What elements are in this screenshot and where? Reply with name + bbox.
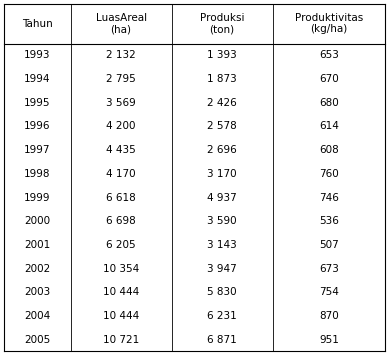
Text: 10 444: 10 444 — [103, 311, 139, 321]
Text: 670: 670 — [319, 74, 339, 84]
Text: Produktivitas
(kg/ha): Produktivitas (kg/ha) — [295, 13, 363, 34]
Text: 754: 754 — [319, 287, 339, 297]
Text: 2005: 2005 — [24, 335, 50, 345]
Text: 2 578: 2 578 — [207, 121, 237, 131]
Text: 870: 870 — [319, 311, 339, 321]
Text: 1994: 1994 — [24, 74, 51, 84]
Text: 680: 680 — [319, 98, 339, 108]
Text: 10 354: 10 354 — [103, 263, 139, 274]
Text: 1998: 1998 — [24, 169, 51, 179]
Text: 760: 760 — [319, 169, 339, 179]
Text: 608: 608 — [319, 145, 339, 155]
Text: 4 435: 4 435 — [106, 145, 136, 155]
Text: 1995: 1995 — [24, 98, 51, 108]
Text: 4 170: 4 170 — [106, 169, 136, 179]
Text: 1993: 1993 — [24, 50, 51, 60]
Text: 2 696: 2 696 — [207, 145, 237, 155]
Text: 6 205: 6 205 — [106, 240, 136, 250]
Text: 1997: 1997 — [24, 145, 51, 155]
Text: 536: 536 — [319, 216, 339, 226]
Text: 746: 746 — [319, 192, 339, 202]
Text: 6 871: 6 871 — [207, 335, 237, 345]
Text: 951: 951 — [319, 335, 339, 345]
Text: Tahun: Tahun — [22, 18, 53, 28]
Text: 3 143: 3 143 — [207, 240, 237, 250]
Text: 507: 507 — [319, 240, 339, 250]
Text: 6 698: 6 698 — [106, 216, 136, 226]
Text: 3 590: 3 590 — [207, 216, 237, 226]
Text: 614: 614 — [319, 121, 339, 131]
Text: 4 937: 4 937 — [207, 192, 237, 202]
Text: 3 170: 3 170 — [207, 169, 237, 179]
Text: 2 132: 2 132 — [106, 50, 136, 60]
Text: 3 947: 3 947 — [207, 263, 237, 274]
Text: 2 795: 2 795 — [106, 74, 136, 84]
Text: 653: 653 — [319, 50, 339, 60]
Text: 1996: 1996 — [24, 121, 51, 131]
Text: 673: 673 — [319, 263, 339, 274]
Text: 3 569: 3 569 — [106, 98, 136, 108]
Text: 1 873: 1 873 — [207, 74, 237, 84]
Text: Produksi
(ton): Produksi (ton) — [200, 13, 244, 34]
Text: 2000: 2000 — [24, 216, 50, 226]
Text: 2004: 2004 — [24, 311, 50, 321]
Text: 1 393: 1 393 — [207, 50, 237, 60]
Text: 6 618: 6 618 — [106, 192, 136, 202]
Text: 6 231: 6 231 — [207, 311, 237, 321]
Text: 1999: 1999 — [24, 192, 51, 202]
Text: 2 426: 2 426 — [207, 98, 237, 108]
Text: 2001: 2001 — [24, 240, 50, 250]
Text: 2003: 2003 — [24, 287, 50, 297]
Text: 10 444: 10 444 — [103, 287, 139, 297]
Text: 2002: 2002 — [24, 263, 50, 274]
Text: LuasAreal
(ha): LuasAreal (ha) — [96, 13, 147, 34]
Text: 4 200: 4 200 — [106, 121, 136, 131]
Text: 5 830: 5 830 — [207, 287, 237, 297]
Text: 10 721: 10 721 — [103, 335, 139, 345]
